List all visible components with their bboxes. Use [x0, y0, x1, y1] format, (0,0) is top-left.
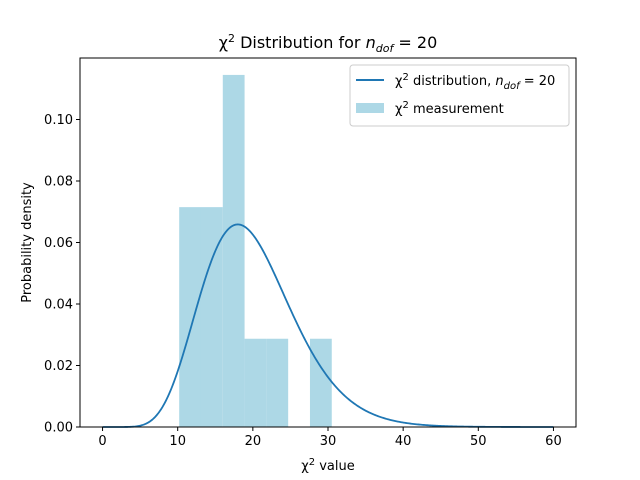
- histogram-bar: [179, 207, 201, 427]
- legend-box: [349, 64, 570, 127]
- histogram-bar: [266, 338, 289, 427]
- legend-patch-swatch: [356, 103, 384, 113]
- x-tick-label: 30: [320, 434, 337, 449]
- x-axis: 0 10 20 30 40 50 60: [98, 427, 562, 449]
- legend: χ2 distribution, ndof = 20 χ2 measuremen…: [349, 64, 570, 127]
- histogram-bar: [200, 207, 223, 427]
- histogram-bar: [309, 338, 332, 427]
- legend-label-measurement: χ2 measurement: [395, 100, 504, 117]
- x-tick-label: 0: [98, 434, 106, 449]
- x-tick-label: 20: [245, 434, 262, 449]
- y-tick-label: 0.08: [44, 175, 73, 190]
- y-tick-label: 0.06: [44, 236, 73, 251]
- x-axis-label: χ2 value: [301, 457, 355, 474]
- legend-label-distribution: χ2 distribution, ndof = 20: [395, 72, 555, 92]
- histogram-bar: [244, 338, 267, 427]
- y-tick-label: 0.10: [44, 113, 73, 128]
- y-tick-label: 0.02: [44, 359, 73, 374]
- y-tick-label: 0.00: [44, 421, 73, 436]
- y-axis-label: Probability density: [20, 182, 35, 303]
- chart-title: χ2 Distribution for ndof = 20: [219, 32, 438, 55]
- x-tick-label: 10: [169, 434, 186, 449]
- x-tick-label: 40: [395, 434, 412, 449]
- histogram-bars: [179, 74, 332, 427]
- histogram-bar: [222, 74, 245, 427]
- x-tick-label: 60: [545, 434, 562, 449]
- x-tick-label: 50: [470, 434, 487, 449]
- y-axis: 0.00 0.02 0.04 0.06 0.08 0.10: [44, 113, 80, 436]
- y-tick-label: 0.04: [44, 298, 73, 313]
